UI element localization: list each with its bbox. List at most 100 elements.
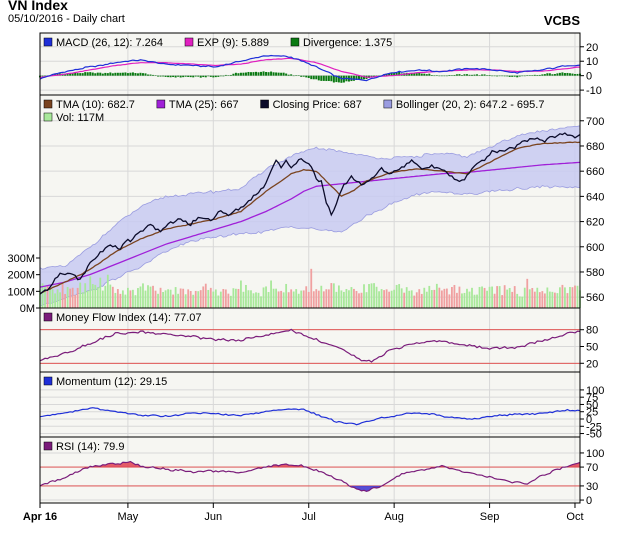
divergence-bar bbox=[486, 75, 489, 76]
volume-bar bbox=[503, 285, 506, 308]
volume-bar bbox=[438, 287, 441, 308]
divergence-bar bbox=[265, 71, 268, 76]
volume-bar bbox=[523, 287, 526, 308]
volume-bar bbox=[222, 288, 225, 308]
volume-bar bbox=[574, 285, 576, 308]
divergence-bar bbox=[44, 75, 47, 77]
volume-bar bbox=[111, 286, 114, 308]
divergence-bar bbox=[129, 72, 132, 76]
legend-swatch bbox=[156, 99, 166, 109]
volume-tick-label: 100M bbox=[7, 286, 35, 298]
volume-bar bbox=[287, 292, 290, 308]
divergence-bar bbox=[395, 72, 398, 76]
divergence-bar bbox=[154, 75, 157, 76]
divergence-bar bbox=[340, 75, 343, 83]
volume-bar bbox=[343, 291, 345, 308]
volume-bar bbox=[375, 286, 378, 308]
volume-bar bbox=[355, 291, 358, 308]
divergence-bar bbox=[415, 73, 418, 76]
y-tick-label: 0 bbox=[586, 414, 592, 426]
divergence-bar bbox=[292, 75, 295, 77]
divergence-bar bbox=[521, 75, 524, 77]
volume-bar bbox=[538, 292, 541, 308]
divergence-bar bbox=[317, 75, 320, 81]
volume-bar bbox=[516, 293, 519, 308]
divergence-bar bbox=[513, 75, 516, 77]
volume-bar bbox=[566, 293, 569, 308]
panel-mfi: 80 50 20 Money Flow Index (14): 77.07 bbox=[39, 307, 598, 373]
closing-price-line bbox=[39, 132, 581, 295]
divergence-bar bbox=[79, 73, 82, 76]
volume-bar bbox=[556, 293, 559, 308]
divergence-bar bbox=[41, 75, 44, 77]
divergence-bar bbox=[66, 73, 69, 76]
volume-bar bbox=[451, 286, 453, 308]
y-tick-label: 640 bbox=[586, 191, 604, 203]
volume-bar bbox=[551, 291, 554, 308]
divergence-bar bbox=[503, 75, 506, 77]
divergence-bar bbox=[76, 73, 79, 76]
volume-bar bbox=[59, 292, 61, 308]
volume-bar bbox=[413, 295, 416, 308]
divergence-bar bbox=[169, 75, 172, 78]
volume-bar bbox=[114, 292, 117, 308]
divergence-bar bbox=[478, 75, 481, 76]
volume-bar bbox=[51, 289, 54, 308]
volume-bar bbox=[405, 287, 408, 308]
divergence-bar bbox=[131, 72, 134, 76]
volume-bar bbox=[468, 291, 471, 308]
volume-bar bbox=[456, 292, 458, 308]
divergence-bar bbox=[91, 72, 94, 76]
volume-bar bbox=[498, 286, 501, 308]
volume-bar bbox=[129, 290, 132, 308]
divergence-bar bbox=[498, 75, 501, 77]
volume-bar bbox=[443, 288, 446, 308]
volume-bar bbox=[348, 290, 350, 308]
volume-bar bbox=[89, 276, 92, 308]
divergence-bar bbox=[295, 75, 298, 76]
volume-bar bbox=[486, 290, 488, 308]
legend-swatch bbox=[184, 37, 194, 47]
volume-bar bbox=[576, 285, 579, 308]
volume-bar bbox=[202, 286, 205, 308]
divergence-bar bbox=[506, 75, 509, 77]
legend-swatch bbox=[43, 112, 53, 122]
bollinger-upper bbox=[39, 125, 581, 270]
volume-bar bbox=[315, 289, 318, 308]
divergence-bar bbox=[393, 73, 396, 76]
volume-bar bbox=[207, 289, 210, 308]
volume-bar bbox=[380, 289, 383, 308]
volume-bar bbox=[445, 288, 448, 308]
volume-bar bbox=[463, 292, 466, 308]
volume-bar bbox=[142, 283, 144, 308]
volume-bar bbox=[66, 287, 69, 308]
volume-bar bbox=[91, 284, 94, 308]
y-tick-label: 560 bbox=[586, 292, 604, 304]
divergence-bar bbox=[541, 74, 544, 76]
divergence-bar bbox=[270, 71, 273, 76]
divergence-bar bbox=[197, 75, 200, 77]
divergence-bar bbox=[526, 75, 529, 76]
divergence-bar bbox=[144, 73, 147, 76]
volume-bar bbox=[277, 291, 280, 308]
volume-bar bbox=[408, 290, 411, 308]
divergence-bar bbox=[217, 75, 220, 77]
volume-bar bbox=[144, 290, 147, 308]
volume-bar bbox=[134, 295, 137, 308]
volume-bar bbox=[415, 292, 418, 308]
volume-bar bbox=[265, 286, 267, 308]
volume-bar bbox=[476, 294, 478, 308]
divergence-bar bbox=[453, 74, 456, 76]
volume-bar bbox=[217, 295, 220, 308]
x-tick-label: Oct bbox=[566, 511, 583, 523]
volume-bar bbox=[157, 293, 159, 308]
divergence-bar bbox=[491, 75, 494, 77]
divergence-bar bbox=[443, 75, 446, 77]
volume-tick-label: 300M bbox=[7, 253, 35, 265]
volume-bar bbox=[240, 280, 242, 308]
volume-bar bbox=[139, 286, 142, 308]
divergence-bar bbox=[109, 72, 112, 76]
volume-bar bbox=[453, 284, 456, 308]
divergence-bar bbox=[566, 72, 569, 76]
volume-bar bbox=[310, 268, 313, 308]
